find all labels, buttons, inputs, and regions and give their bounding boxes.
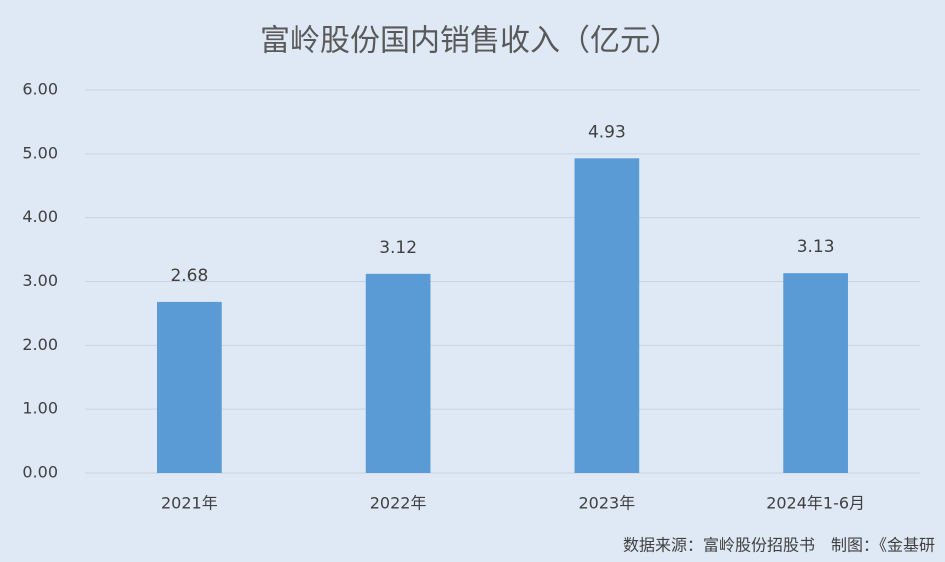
data-label: 3.12 — [379, 238, 417, 258]
bar — [574, 158, 640, 473]
y-tick-label: 3.00 — [22, 271, 58, 290]
x-tick-label: 2022年 — [370, 494, 427, 513]
y-tick-label: 6.00 — [22, 80, 58, 99]
x-tick-label: 2021年 — [161, 494, 218, 513]
data-label: 3.13 — [797, 237, 835, 257]
y-tick-label: 4.00 — [22, 207, 58, 226]
source-note: 数据来源：富岭股份招股书 制图：《金基研 — [623, 536, 935, 555]
data-label: 2.68 — [170, 266, 208, 286]
y-tick-label: 0.00 — [22, 463, 58, 482]
chart-title: 富岭股份国内销售收入（亿元） — [260, 24, 680, 59]
data-label: 4.93 — [588, 122, 626, 142]
bar — [783, 273, 848, 473]
bar — [365, 273, 431, 473]
y-tick-label: 5.00 — [22, 143, 58, 162]
x-tick-label: 2023年 — [579, 494, 636, 513]
x-tick-label: 2024年1-6月 — [766, 494, 865, 513]
y-tick-label: 1.00 — [22, 399, 58, 418]
bar — [157, 301, 222, 473]
y-tick-label: 2.00 — [22, 335, 58, 354]
